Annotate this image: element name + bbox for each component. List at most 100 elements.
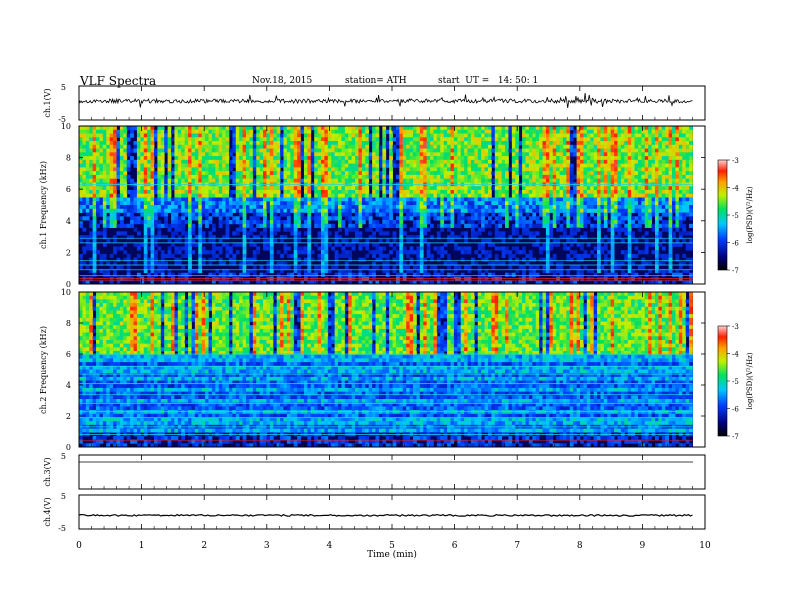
spectrogram-cell <box>269 156 274 161</box>
spectrogram-cell <box>338 223 342 228</box>
spectrogram-cell <box>651 197 656 202</box>
spectrogram-cell <box>419 208 424 213</box>
spectrogram-cell <box>201 171 206 176</box>
spectrogram-cell <box>668 144 673 149</box>
spectrogram-cell <box>188 193 192 198</box>
spectrogram-cell <box>92 141 97 146</box>
spectrogram-cell <box>460 171 465 176</box>
spectrogram-cell <box>351 242 356 247</box>
spectrogram-cell <box>177 197 182 202</box>
spectrogram-cell <box>314 171 318 176</box>
spectrogram-cell <box>150 220 155 225</box>
spectrogram-cell <box>133 227 138 232</box>
spectrogram-cell <box>123 133 128 138</box>
spectrogram-cell <box>211 148 216 153</box>
spectrogram-cell <box>85 201 90 206</box>
spectrogram-cell <box>222 133 226 138</box>
spectrogram-cell <box>102 235 107 240</box>
spectrogram-cell <box>167 141 172 146</box>
spectrogram-cell <box>491 163 496 168</box>
spectrogram-cell <box>194 189 199 195</box>
spectrogram-cell <box>532 178 537 183</box>
spectrogram-cell <box>501 205 506 210</box>
spectrogram-cell <box>443 152 448 157</box>
spectrogram-cell <box>399 197 404 202</box>
spectrogram-cell <box>320 223 325 228</box>
spectrogram-cell <box>522 197 526 202</box>
spectrogram-cell <box>280 238 284 244</box>
spectrogram-cell <box>136 216 141 221</box>
spectrogram-cell <box>150 141 155 146</box>
spectrogram-cell <box>528 235 533 240</box>
spectrogram-cell <box>501 186 506 191</box>
spectrogram-cell <box>314 137 318 142</box>
spectrogram-cell <box>505 220 509 225</box>
spectrogram-cell <box>678 235 683 240</box>
spectrogram-cell <box>188 152 192 157</box>
spectrogram-cell <box>586 208 591 213</box>
spectrogram-cell <box>675 238 680 244</box>
spectrogram-cell <box>242 246 247 251</box>
spectrogram-cell <box>627 159 632 165</box>
spectrogram-cell <box>252 126 257 131</box>
spectrogram-cell <box>661 129 666 134</box>
spectrogram-cell <box>535 171 540 176</box>
spectrogram-cell <box>566 205 571 210</box>
spectrogram-cell <box>92 174 97 180</box>
spectrogram-cell <box>617 174 622 180</box>
spectrogram-cell <box>614 137 618 142</box>
spectrogram-cell <box>505 133 509 138</box>
spectrogram-cell <box>562 163 567 168</box>
spectrogram-cell <box>191 171 196 176</box>
spectrogram-cell <box>399 126 404 131</box>
spectrogram-cell <box>637 186 642 191</box>
spectrogram-cell <box>654 235 659 240</box>
spectrogram-cell <box>344 159 349 165</box>
spectrogram-cell <box>413 129 417 134</box>
spectrogram-cell <box>242 216 247 221</box>
spectrogram-cell <box>167 227 172 232</box>
spectrogram-cell <box>225 197 230 202</box>
spectrogram-cell <box>130 126 134 131</box>
spectrogram-cell <box>545 220 550 225</box>
ch1-ytick-bottom: -5 <box>58 115 66 124</box>
spectrogram-cell <box>365 246 370 251</box>
spectrogram-cell <box>689 152 693 157</box>
spectrogram-cell <box>177 156 182 161</box>
spectrogram-cell <box>450 144 455 149</box>
spectrogram-cell <box>99 208 104 213</box>
spectrogram-cell <box>498 201 503 206</box>
spectrogram-cell <box>218 178 223 183</box>
spectrogram-cell <box>590 174 595 180</box>
spectrogram-cell <box>494 174 499 180</box>
spectrogram-cell <box>576 220 581 225</box>
spectrogram-cell <box>143 238 148 244</box>
spectrogram-cell <box>593 133 598 138</box>
spectrogram-cell <box>457 174 462 180</box>
spectrogram-cell <box>263 129 267 134</box>
spectrogram-cell <box>549 159 554 165</box>
spectrogram-cell <box>365 144 370 149</box>
spectrogram-cell <box>426 178 431 183</box>
spectrogram-cell <box>89 148 94 153</box>
spectrogram-cell <box>464 186 468 191</box>
spectrogram-cell <box>668 216 673 221</box>
spectrogram-cell <box>136 137 141 142</box>
spectrogram-cell <box>205 167 209 172</box>
spectrogram-cell <box>341 137 346 142</box>
spectrogram-cell <box>665 220 670 225</box>
spectrogram-cell <box>542 242 547 247</box>
spectrogram-cell <box>259 220 264 225</box>
spectrogram-cell <box>269 137 274 142</box>
spectrogram-cell <box>436 156 441 161</box>
spectrogram-cell <box>559 235 564 240</box>
spectrogram-cell <box>372 197 376 202</box>
spectrogram-cell <box>450 148 455 153</box>
spectrogram-cell <box>556 133 560 138</box>
spectrogram-cell <box>171 216 175 221</box>
spectrogram-cell <box>344 133 349 138</box>
spectrogram-cell <box>460 133 465 138</box>
spectrogram-cell <box>89 174 94 180</box>
spectrogram-cell <box>372 156 376 161</box>
spectrogram-cell <box>678 220 683 225</box>
